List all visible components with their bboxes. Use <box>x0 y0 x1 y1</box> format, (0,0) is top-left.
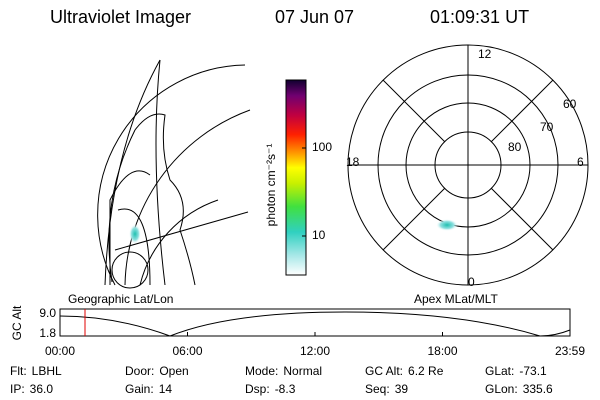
status-label: Gain: <box>125 382 154 396</box>
mlt-label: 0 <box>468 275 475 289</box>
instrument: Ultraviolet Imager <box>50 7 191 27</box>
status-value: -8.3 <box>275 382 296 396</box>
timeline-label: GC Alt <box>10 305 24 340</box>
status-value: 36.0 <box>30 382 54 396</box>
status-value: 6.2 Re <box>408 364 444 378</box>
colorbar <box>285 79 307 276</box>
status-value: LBHL <box>32 364 62 378</box>
lat-label: 70 <box>540 120 554 134</box>
status-label: Door: <box>125 364 154 378</box>
lat-label: 80 <box>508 140 522 154</box>
status-label: Mode: <box>245 364 278 378</box>
time-label: 23:59 <box>555 344 585 358</box>
status-label: GC Alt: <box>365 364 403 378</box>
mlt-label: 18 <box>346 155 360 169</box>
polar-grid <box>347 44 589 286</box>
aurora-geo <box>129 224 141 244</box>
status-value: 39 <box>395 382 409 396</box>
mlt-label: 12 <box>478 47 492 61</box>
colorbar-tick-label: 100 <box>312 140 332 154</box>
status-value: 14 <box>159 382 173 396</box>
timeline-y-label: 9.0 <box>39 306 56 320</box>
mlt-label: 6 <box>577 155 584 169</box>
status-label: Flt: <box>10 364 27 378</box>
panel-label: Apex MLat/MLT <box>414 292 498 306</box>
time: 01:09:31 UT <box>430 7 529 27</box>
status-value: Normal <box>283 364 322 378</box>
timeline-box <box>59 308 571 337</box>
lat-label: 60 <box>563 97 577 111</box>
status-label: IP: <box>10 382 25 396</box>
altitude-curve <box>59 311 571 337</box>
status-label: GLat: <box>485 364 514 378</box>
time-label: 00:00 <box>45 344 75 358</box>
date: 07 Jun 07 <box>275 7 354 27</box>
time-label: 12:00 <box>300 344 330 358</box>
time-label: 18:00 <box>427 344 457 358</box>
geo-map <box>97 59 251 289</box>
status-label: GLon: <box>485 382 518 396</box>
status-value: 335.6 <box>523 382 553 396</box>
timeline-y-label: 1.8 <box>39 326 56 340</box>
status-value: -73.1 <box>519 364 547 378</box>
status-label: Seq: <box>365 382 390 396</box>
time-label: 06:00 <box>172 344 202 358</box>
status-label: Dsp: <box>245 382 270 396</box>
status-value: Open <box>159 364 188 378</box>
panel-label: Geographic Lat/Lon <box>68 292 173 306</box>
colorbar-tick-label: 10 <box>312 228 326 242</box>
colorbar-label: photon cm⁻²s⁻¹ <box>264 144 278 227</box>
aurora-polar <box>436 219 458 231</box>
